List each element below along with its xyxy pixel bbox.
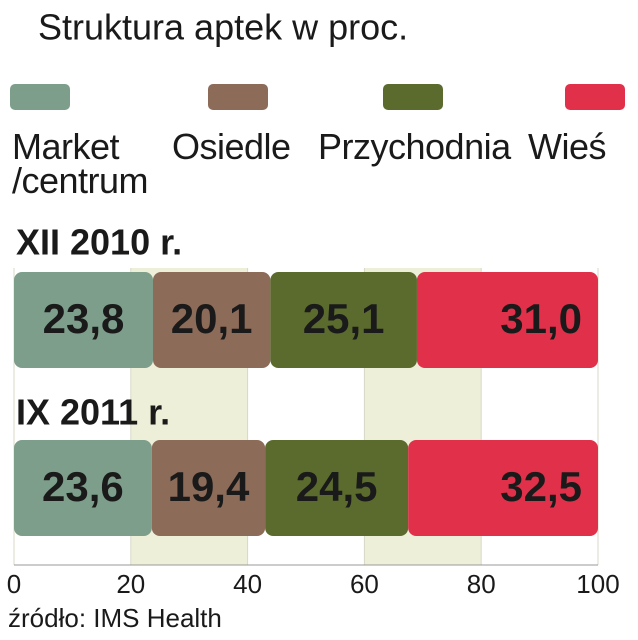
x-tick-label: 100 [576,569,619,599]
bar-segment [14,440,152,536]
value-label: 20,1 [171,295,253,342]
bar-segment [270,272,417,368]
legend-swatch [10,84,70,110]
legend-label: Market /centrum [12,126,149,201]
legend-swatch [383,84,443,110]
legend-label: Wieś [528,126,607,167]
legend-swatch [208,84,268,110]
value-label: 25,1 [303,295,385,342]
value-label: 31,0 [500,295,582,342]
bar-segment [265,440,409,536]
legend-swatch [565,84,625,110]
bar-segment [151,440,266,536]
bar-segment [152,272,271,368]
bar-segment [416,272,598,368]
source: źródło: IMS Health [8,603,222,633]
value-label: 23,6 [42,463,124,510]
bar-segment [14,272,153,368]
value-label: 23,8 [43,295,125,342]
x-tick-label: 60 [350,569,379,599]
category-label: IX 2011 r. [16,392,170,433]
chart-title: Struktura aptek w proc. [38,7,408,48]
x-tick-label: 0 [7,569,21,599]
bar-segment [408,440,598,536]
x-tick-label: 40 [233,569,262,599]
value-label: 32,5 [500,463,582,510]
category-label: XII 2010 r. [16,222,182,263]
x-tick-label: 80 [467,569,496,599]
value-label: 24,5 [296,463,378,510]
legend-label: Przychodnia [318,126,511,167]
x-tick-label: 20 [116,569,145,599]
legend-label: Osiedle [172,126,291,167]
value-label: 19,4 [168,463,250,510]
